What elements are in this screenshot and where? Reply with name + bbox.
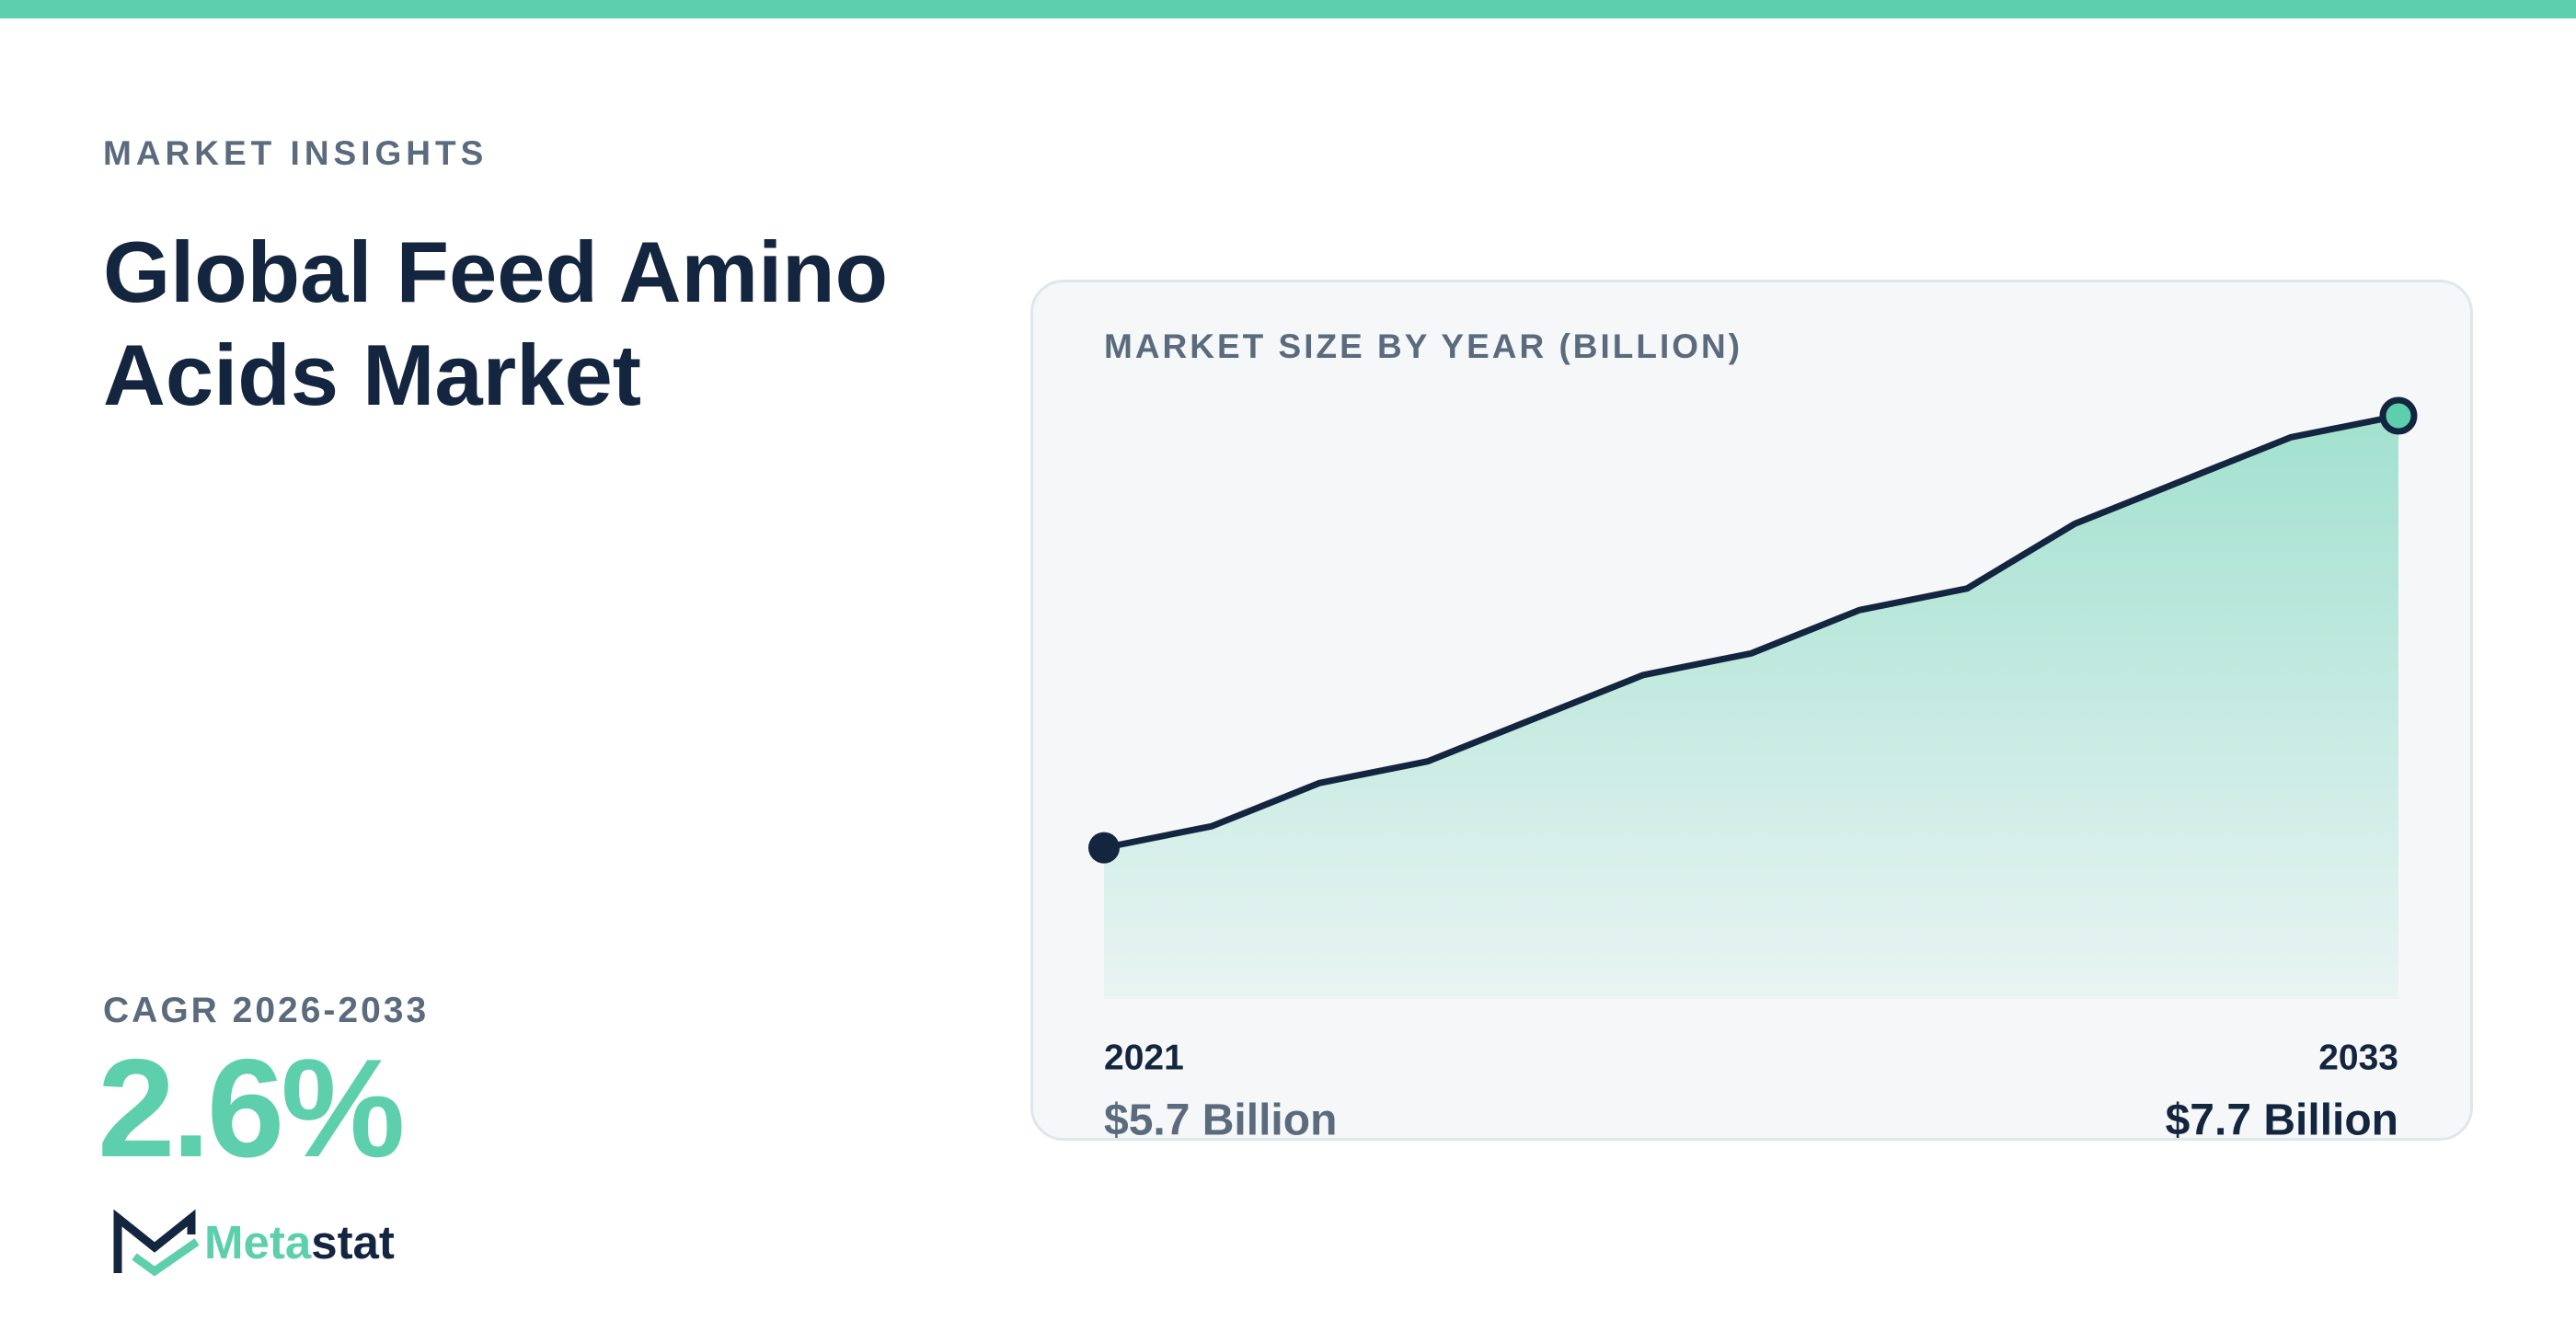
page-title: Global Feed Amino Acids Market [103,224,889,423]
end-marker [2379,396,2418,435]
eyebrow: MARKET INSIGHTS [103,134,489,172]
value-label: $5.7 Billion [1104,1096,1337,1145]
chart-title: MARKET SIZE BY YEAR (BILLION) [1104,327,1742,365]
x-tick-label: 2033 [2318,1038,2398,1077]
top-accent-bar [0,0,2576,18]
logo-text-rest: stat [311,1216,395,1268]
cagr-label: CAGR 2026-2033 [103,991,430,1030]
logo: Metastat [113,1209,395,1277]
value-label: $7.7 Billion [2166,1096,2398,1145]
logo-mark [113,1209,196,1273]
area-fill [1104,416,2398,999]
logo-text-accent: Meta [204,1216,312,1268]
logo-text: Metastat [204,1216,395,1268]
x-tick-label: 2021 [1104,1038,1184,1077]
logo-accent [132,1238,200,1277]
line [1103,412,2399,852]
cagr-value: 2.6% [98,1030,405,1187]
start-marker [1088,832,1120,864]
